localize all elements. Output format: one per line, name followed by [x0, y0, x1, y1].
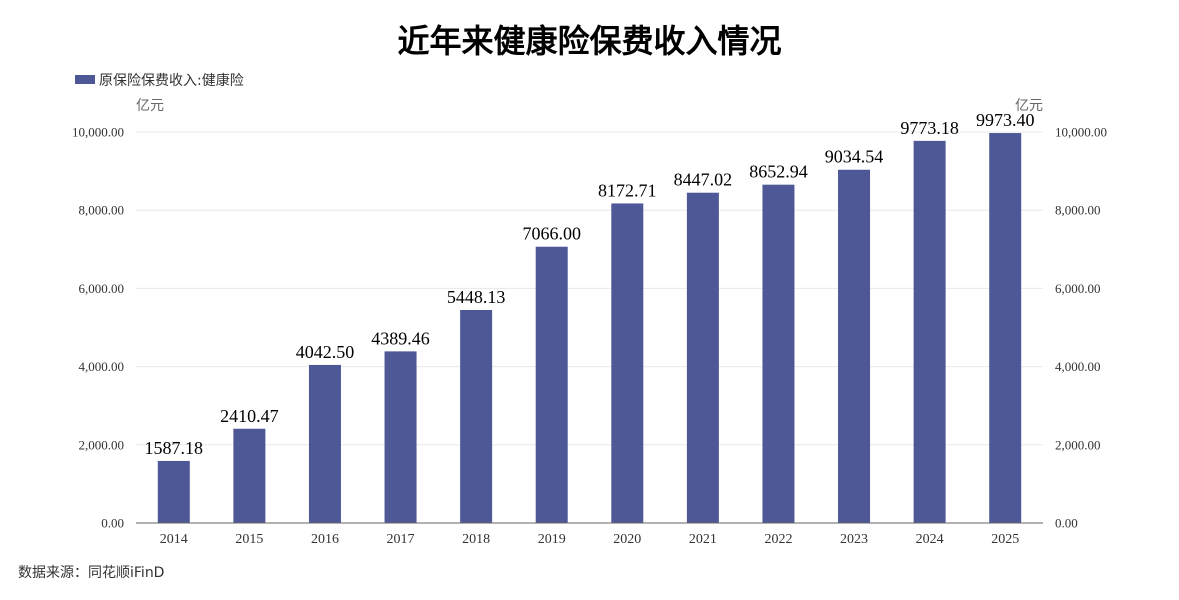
y-axis-right-ticks: 0.00 2,000.00 4,000.00 6,000.00 8,000.00 10,0…	[1055, 125, 1107, 531]
y-axis-left-ticks: 0.00 2,000.00 4,000.00 6,000.00 8,000.00 10,0…	[72, 125, 124, 531]
bar-value-label: 9773.18	[900, 118, 959, 138]
bar-value-label: 9973.40	[976, 110, 1035, 130]
y-axis-unit-left: 亿元	[136, 98, 164, 114]
x-tick-label: 2025	[991, 532, 1019, 547]
y-tick-label-right: 4,000.00	[1055, 359, 1101, 374]
chart-title: 近年来健康险保费收入情况	[397, 22, 781, 60]
x-axis-ticks: 2014 2015 2016 2017 2018 2019 2020 2021 2022 2023…	[160, 532, 1019, 547]
bar	[989, 133, 1022, 524]
y-tick-label-left: 8,000.00	[79, 203, 125, 218]
bar-series	[157, 133, 1022, 524]
bar	[913, 140, 946, 524]
y-tick-label-right: 0.00	[1055, 516, 1078, 531]
bar-value-label: 7066.00	[522, 224, 581, 244]
value-labels: 1587.18 2410.47 4042.50 4389.46 5448.13 7066.…	[145, 110, 1035, 458]
legend-swatch	[75, 75, 95, 84]
y-tick-label-right: 10,000.00	[1055, 125, 1107, 140]
x-tick-label: 2014	[160, 532, 188, 547]
x-tick-label: 2021	[689, 532, 717, 547]
y-tick-label-right: 2,000.00	[1055, 437, 1101, 452]
y-tick-label-left: 6,000.00	[79, 281, 125, 296]
source-note: 数据来源：同花顺iFinD	[18, 565, 164, 581]
bar	[233, 428, 266, 523]
bar-value-label: 1587.18	[145, 438, 204, 458]
grid-lines	[136, 131, 1043, 446]
bar-value-label: 2410.47	[220, 406, 279, 426]
x-tick-label: 2017	[387, 532, 415, 547]
bar	[838, 169, 871, 523]
x-tick-label: 2024	[916, 532, 944, 547]
bar	[384, 351, 417, 523]
x-tick-label: 2015	[235, 532, 263, 547]
bar	[157, 460, 190, 523]
y-tick-label-left: 10,000.00	[72, 125, 124, 140]
bar-value-label: 8172.71	[598, 180, 657, 200]
y-tick-label-right: 6,000.00	[1055, 281, 1101, 296]
bar	[308, 364, 341, 523]
y-tick-label-left: 2,000.00	[79, 437, 125, 452]
y-tick-label-right: 8,000.00	[1055, 203, 1101, 218]
y-tick-label-left: 4,000.00	[79, 359, 125, 374]
bar	[686, 192, 719, 524]
x-tick-label: 2020	[613, 532, 641, 547]
x-tick-label: 2018	[462, 532, 490, 547]
x-tick-label: 2023	[840, 532, 868, 547]
bar-value-label: 9034.54	[825, 147, 884, 167]
x-tick-label: 2022	[764, 532, 792, 547]
bar	[535, 246, 568, 523]
x-tick-label: 2016	[311, 532, 339, 547]
bar	[762, 184, 795, 523]
bar	[611, 203, 644, 524]
bar-value-label: 4389.46	[371, 328, 430, 348]
bar-value-label: 8447.02	[674, 170, 733, 190]
x-tick-label: 2019	[538, 532, 566, 547]
bar-value-label: 4042.50	[296, 342, 355, 362]
y-tick-label-left: 0.00	[101, 516, 124, 531]
legend-label: 原保险保费收入:健康险	[99, 72, 244, 89]
bar-value-label: 8652.94	[749, 162, 808, 182]
bar	[460, 309, 493, 523]
legend: 原保险保费收入:健康险	[75, 72, 244, 89]
y-axis-unit-right: 亿元	[1015, 98, 1043, 114]
bar-value-label: 5448.13	[447, 287, 506, 307]
